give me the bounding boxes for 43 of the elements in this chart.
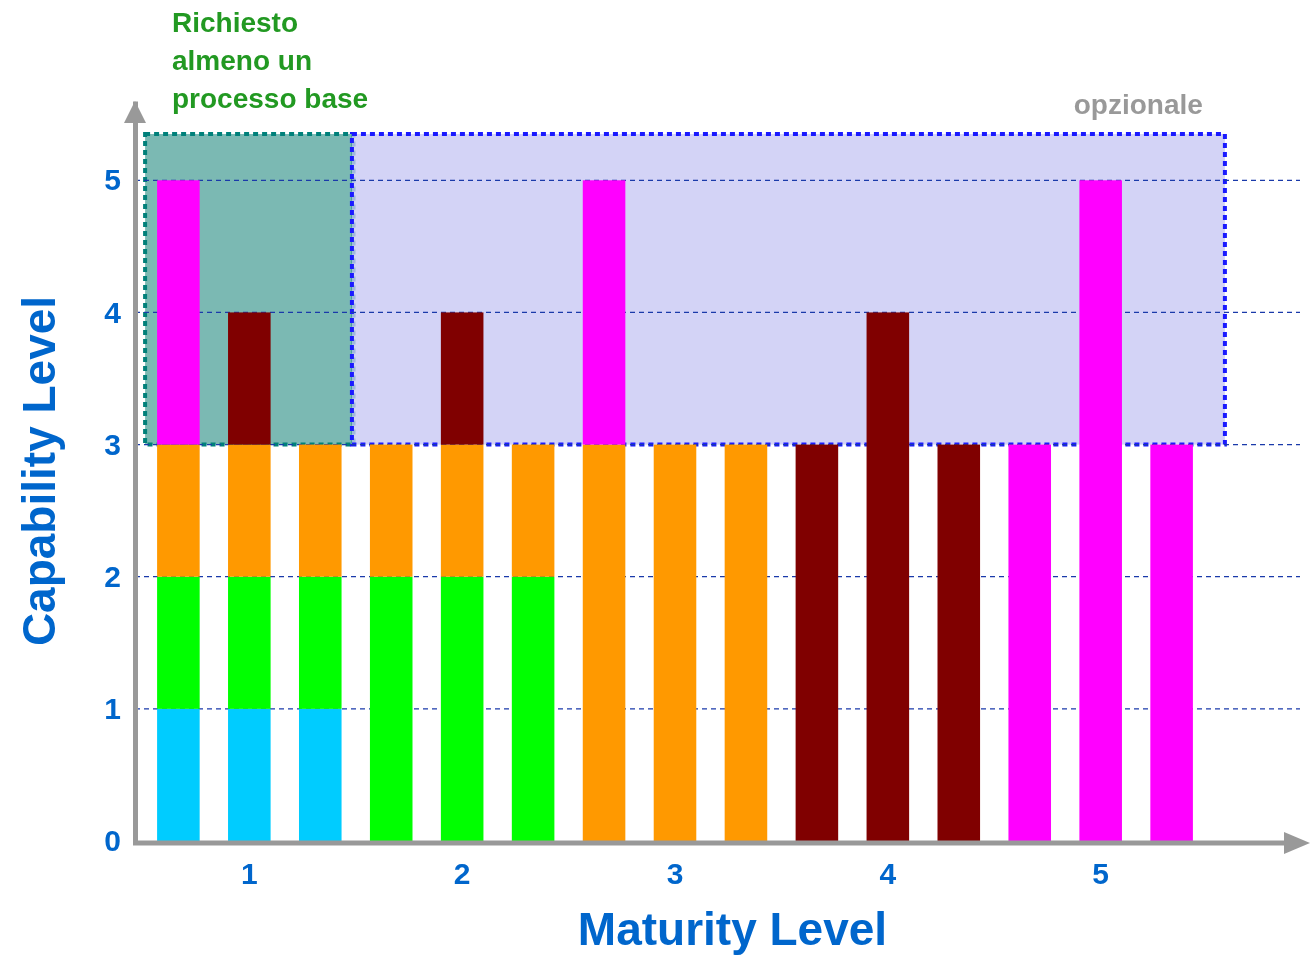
y-tick-label: 2 [104,559,121,593]
bar [298,576,342,709]
bar [157,180,200,445]
band-label: Richiesto almeno un processo base [172,7,369,114]
bar [228,444,271,577]
bar [511,576,555,841]
y-tick-label: 3 [104,427,121,461]
bar [298,444,342,577]
bar [1008,444,1052,841]
y-axis-title: Capability Level [13,295,65,647]
x-tick-label: 2 [453,857,471,891]
bar [582,180,626,445]
bar [298,708,342,841]
x-tick-label: 3 [666,857,684,891]
y-tick-label: 0 [104,824,121,858]
y-tick-label: 1 [104,691,121,725]
x-tick-label: 1 [240,857,258,891]
bar [157,708,200,841]
bar [440,444,484,577]
bar [157,576,200,709]
bar [157,444,200,577]
band-label: opzionale [1073,89,1203,121]
x-tick-label: 4 [879,857,897,891]
bar [228,576,271,709]
x-axis-title: Maturity Level [577,903,888,955]
bar [440,576,484,841]
bar [228,312,271,445]
y-tick-label: 5 [104,163,121,197]
bar [724,444,768,841]
bar [369,576,413,841]
bar [866,312,910,841]
x-tick-label: 5 [1092,857,1110,891]
bar [369,444,413,577]
bar [1150,444,1193,841]
y-tick-label: 4 [104,295,122,329]
bar [1079,180,1122,841]
bar [653,444,697,841]
bar [511,444,555,577]
bar [582,444,626,841]
bar [228,708,271,841]
bar [795,444,839,841]
bar [937,444,981,841]
bar [440,312,484,445]
